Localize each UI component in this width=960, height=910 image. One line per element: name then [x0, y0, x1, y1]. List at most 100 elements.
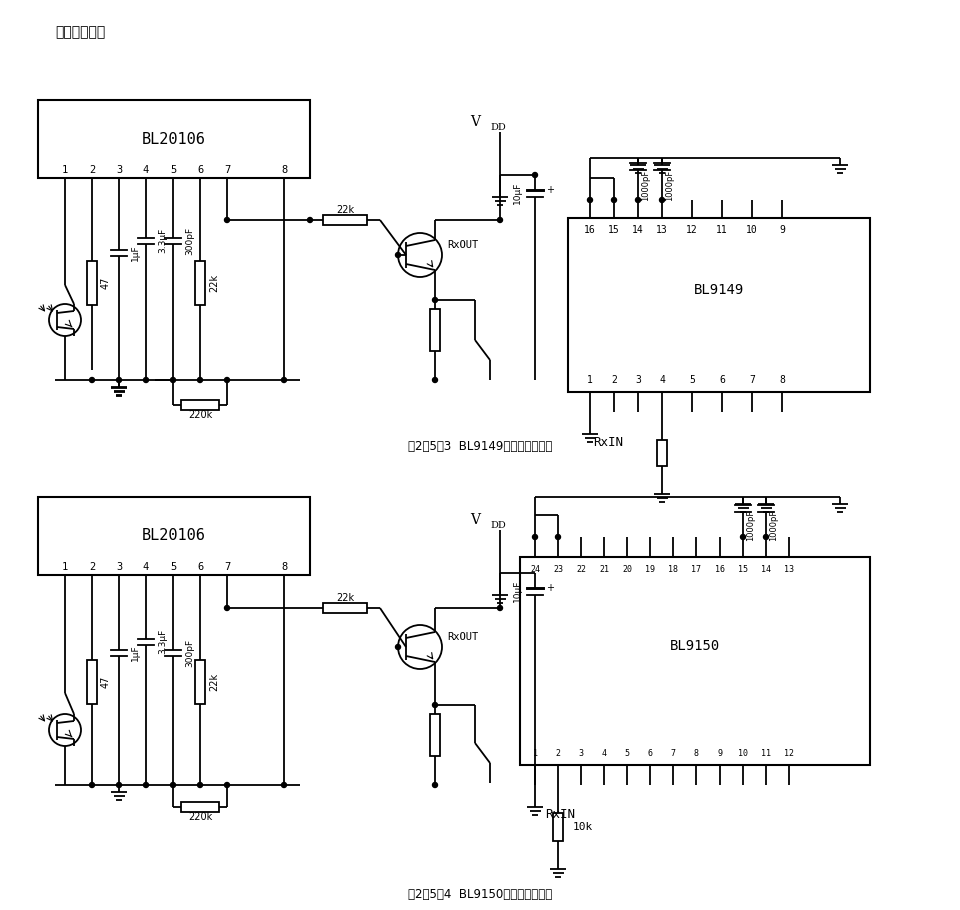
Text: DD: DD	[490, 124, 506, 133]
Text: 9: 9	[780, 225, 785, 235]
Text: 5: 5	[170, 562, 176, 572]
Text: 22k: 22k	[336, 593, 354, 603]
Circle shape	[225, 605, 229, 611]
Text: 19: 19	[645, 564, 655, 573]
Text: 1000pF: 1000pF	[641, 169, 650, 200]
Text: +: +	[546, 583, 554, 593]
Text: 典型应用电路: 典型应用电路	[55, 25, 106, 39]
Circle shape	[660, 197, 664, 203]
Text: 1: 1	[61, 165, 68, 175]
Circle shape	[116, 378, 122, 382]
Text: RxIN: RxIN	[545, 808, 575, 822]
Text: 16: 16	[584, 225, 596, 235]
Circle shape	[433, 378, 438, 382]
Circle shape	[281, 783, 286, 787]
Text: 11: 11	[761, 749, 771, 757]
Text: 220k: 220k	[188, 410, 212, 420]
Bar	[195, 261, 205, 305]
Text: BL9149: BL9149	[694, 283, 744, 297]
Text: 220k: 220k	[188, 812, 212, 822]
Text: 10: 10	[738, 749, 748, 757]
Text: 1: 1	[61, 562, 68, 572]
Circle shape	[171, 378, 176, 382]
Circle shape	[143, 783, 149, 787]
Text: 47: 47	[101, 675, 111, 688]
Circle shape	[433, 703, 438, 707]
Circle shape	[740, 534, 746, 540]
Text: 2: 2	[89, 165, 95, 175]
Text: BL20106: BL20106	[142, 132, 206, 147]
Circle shape	[89, 378, 94, 382]
Text: 300pF: 300pF	[185, 639, 194, 667]
Text: 14: 14	[632, 225, 644, 235]
Bar	[568, 218, 870, 392]
Text: 7: 7	[749, 375, 755, 385]
Text: BL20106: BL20106	[142, 529, 206, 543]
Text: 20: 20	[622, 564, 632, 573]
Text: 47: 47	[101, 277, 111, 289]
Text: 22: 22	[576, 564, 586, 573]
Text: 22k: 22k	[209, 672, 219, 691]
Text: RxOUT: RxOUT	[447, 240, 478, 250]
Text: 6: 6	[647, 749, 653, 757]
Text: 8: 8	[281, 562, 287, 572]
Circle shape	[198, 783, 203, 787]
Text: 15: 15	[608, 225, 620, 235]
Bar	[520, 557, 870, 765]
Circle shape	[225, 783, 229, 787]
Text: 16: 16	[715, 564, 725, 573]
Text: 3: 3	[116, 165, 122, 175]
Bar	[657, 440, 667, 466]
Text: 6: 6	[719, 375, 725, 385]
Circle shape	[433, 298, 438, 302]
Circle shape	[588, 197, 592, 203]
Circle shape	[636, 197, 640, 203]
Text: BL9150: BL9150	[670, 639, 720, 653]
Text: 6: 6	[197, 562, 204, 572]
Text: 3.3μF: 3.3μF	[158, 629, 167, 654]
Text: 1000pF: 1000pF	[769, 510, 778, 541]
Text: 18: 18	[668, 564, 678, 573]
Text: V: V	[470, 513, 480, 527]
Circle shape	[612, 197, 616, 203]
Text: 1000pF: 1000pF	[746, 510, 755, 541]
Bar	[323, 215, 367, 225]
Circle shape	[556, 534, 561, 540]
Text: +: +	[546, 185, 554, 195]
Text: 8: 8	[780, 375, 785, 385]
Text: 2: 2	[89, 562, 95, 572]
Text: RxOUT: RxOUT	[447, 632, 478, 642]
Circle shape	[89, 783, 94, 787]
Circle shape	[225, 217, 229, 223]
Circle shape	[533, 173, 538, 177]
Text: 1μF: 1μF	[131, 644, 140, 662]
Text: 22k: 22k	[336, 205, 354, 215]
Bar	[181, 400, 219, 410]
Text: RxIN: RxIN	[593, 436, 623, 449]
Text: 1000pF: 1000pF	[665, 169, 674, 200]
Text: 3: 3	[579, 749, 584, 757]
Circle shape	[497, 605, 502, 611]
Text: 图2－5－3  BL9149典型应用电路图: 图2－5－3 BL9149典型应用电路图	[408, 440, 552, 453]
Text: 2: 2	[556, 749, 561, 757]
Text: 22k: 22k	[209, 274, 219, 292]
Text: 10μF: 10μF	[513, 182, 522, 204]
Circle shape	[307, 217, 313, 223]
Bar	[323, 603, 367, 613]
Text: 24: 24	[530, 564, 540, 573]
Text: 3: 3	[116, 562, 122, 572]
Text: 6: 6	[197, 165, 204, 175]
Text: 2: 2	[612, 375, 617, 385]
Circle shape	[281, 378, 286, 382]
Bar	[38, 100, 310, 178]
Circle shape	[225, 378, 229, 382]
Text: 10μF: 10μF	[513, 580, 522, 602]
Text: V: V	[470, 115, 480, 129]
Bar	[430, 309, 440, 351]
Text: 5: 5	[689, 375, 695, 385]
Circle shape	[396, 252, 400, 258]
Circle shape	[433, 783, 438, 787]
Text: 1: 1	[588, 375, 593, 385]
Bar	[553, 813, 563, 841]
Text: 12: 12	[686, 225, 698, 235]
